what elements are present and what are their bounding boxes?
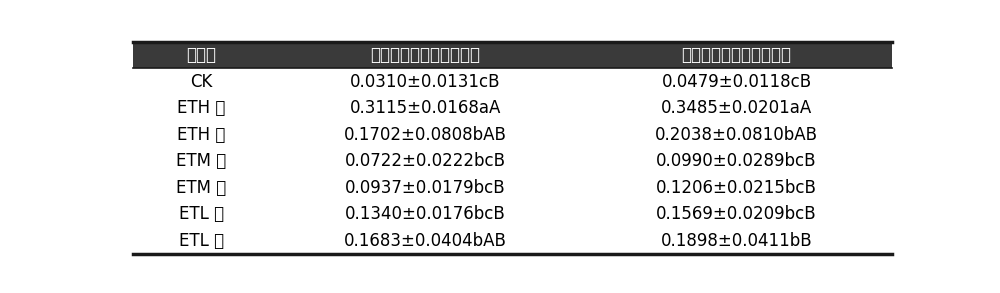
Text: 0.0310±0.0131cB: 0.0310±0.0131cB	[350, 73, 500, 91]
Text: 0.2038±0.0810bAB: 0.2038±0.0810bAB	[655, 126, 818, 144]
Text: 内酯总含量（平山基地）: 内酯总含量（平山基地）	[370, 46, 480, 64]
Text: 0.0990±0.0289bcB: 0.0990±0.0289bcB	[656, 152, 817, 170]
Text: 0.1569±0.0209bcB: 0.1569±0.0209bcB	[656, 205, 817, 223]
Text: 0.0479±0.0118cB: 0.0479±0.0118cB	[661, 73, 812, 91]
Text: 0.1206±0.0215bcB: 0.1206±0.0215bcB	[656, 179, 817, 197]
Text: ETL 根: ETL 根	[179, 232, 224, 250]
Text: ETL 叶: ETL 叶	[179, 205, 224, 223]
Text: 0.0722±0.0222bcB: 0.0722±0.0222bcB	[345, 152, 506, 170]
Text: 0.1683±0.0404bAB: 0.1683±0.0404bAB	[344, 232, 507, 250]
Text: 0.1898±0.0411bB: 0.1898±0.0411bB	[661, 232, 812, 250]
Text: 0.3115±0.0168aA: 0.3115±0.0168aA	[349, 99, 501, 117]
Text: ETM 根: ETM 根	[176, 179, 226, 197]
Text: ETH 叶: ETH 叶	[177, 99, 225, 117]
Text: 0.3485±0.0201aA: 0.3485±0.0201aA	[661, 99, 812, 117]
Text: ETM 叶: ETM 叶	[176, 152, 226, 170]
Text: 内酯总含量（德清基地）: 内酯总含量（德清基地）	[682, 46, 792, 64]
Text: CK: CK	[190, 73, 212, 91]
Text: 处理组: 处理组	[186, 46, 216, 64]
Text: 0.1702±0.0808bAB: 0.1702±0.0808bAB	[344, 126, 507, 144]
Text: 0.0937±0.0179bcB: 0.0937±0.0179bcB	[345, 179, 505, 197]
Text: 0.1340±0.0176bcB: 0.1340±0.0176bcB	[345, 205, 506, 223]
Text: ETH 根: ETH 根	[177, 126, 225, 144]
